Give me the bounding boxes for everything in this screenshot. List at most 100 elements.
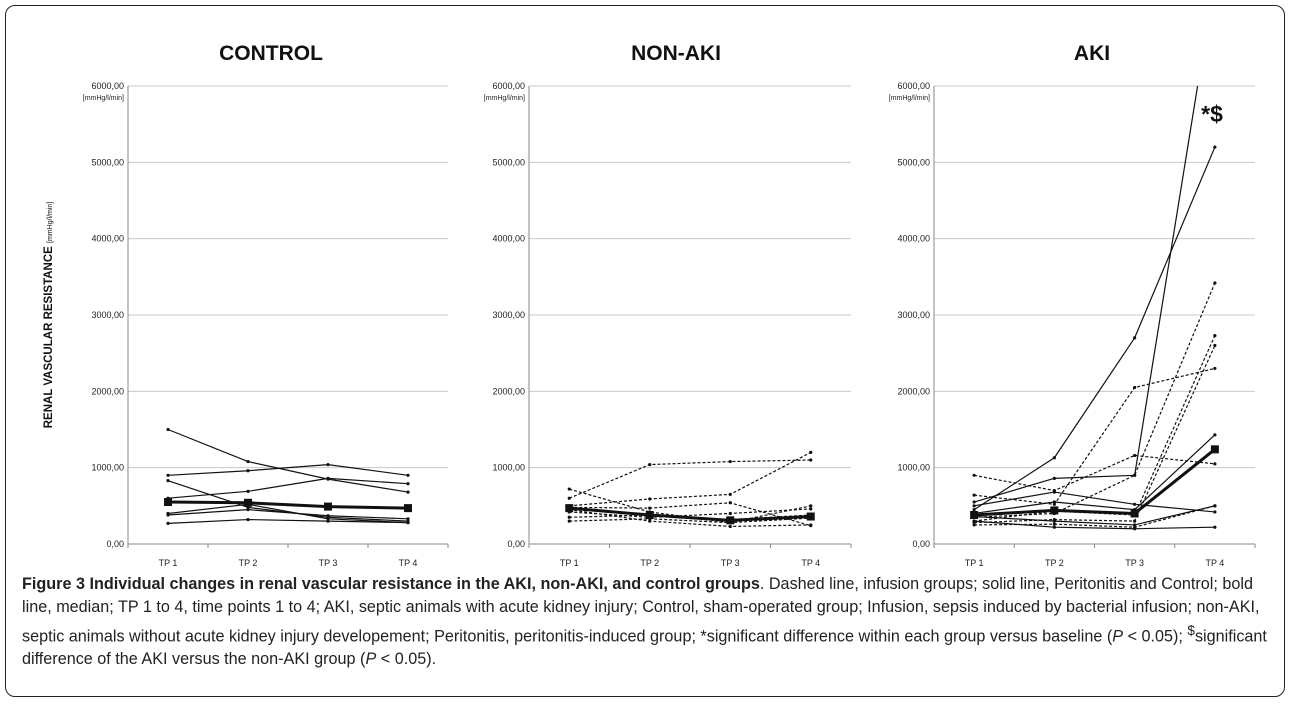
- series-line: [167, 518, 409, 524]
- chart-title: AKI: [1074, 42, 1110, 65]
- median-marker: [1050, 506, 1059, 515]
- chart-panel-3: AKI 0,00 1000,00 2000,00 3000,00 4000,00 5000,…: [889, 42, 1256, 568]
- x-tick-label: TP 3: [721, 558, 740, 568]
- series-point: [809, 523, 813, 527]
- series-point: [1213, 462, 1217, 466]
- x-tick-label: TP 1: [965, 558, 984, 568]
- series-line: [167, 509, 409, 520]
- figure-caption: Figure 3 Individual changes in renal vas…: [22, 573, 1272, 671]
- x-tick-label: TP 4: [1205, 558, 1224, 568]
- median-marker: [1210, 445, 1219, 454]
- median-marker: [244, 498, 252, 507]
- series-point: [1133, 525, 1137, 529]
- series-point: [166, 521, 170, 525]
- figure-frame: [5, 5, 1285, 697]
- series-line: [167, 464, 409, 476]
- series-line: [569, 502, 811, 527]
- series-point: [567, 496, 571, 500]
- y-tick-label: 1000,00: [91, 463, 124, 473]
- caption-text-3: significant difference of the AKI versus…: [22, 627, 1267, 669]
- series-point: [972, 493, 976, 497]
- series-point: [326, 519, 330, 523]
- series-group: [164, 427, 412, 525]
- caption-superscript: $: [1187, 623, 1195, 638]
- series-point: [972, 521, 976, 525]
- y-tick-label: 6000,00: [492, 81, 525, 91]
- y-axis-title: RENAL VASCULAR RESISTANCE [mmHg/l/min]: [43, 202, 55, 429]
- median-marker: [1130, 509, 1139, 518]
- series-line: [974, 491, 1215, 513]
- y-tick-label: 5000,00: [897, 157, 930, 167]
- series-point: [728, 511, 732, 516]
- series-point: [1133, 502, 1137, 506]
- median-marker: [970, 510, 979, 519]
- y-tick-label: 0,00: [106, 539, 124, 549]
- series-line: [973, 146, 1216, 511]
- y-tick-label: 6000,00: [91, 81, 124, 91]
- series-point: [1133, 385, 1137, 390]
- series-group: [970, 86, 1219, 531]
- series-line: [974, 434, 1216, 515]
- y-tick-label: 2000,00: [897, 386, 930, 396]
- series-point: [1213, 343, 1217, 348]
- median-marker: [726, 516, 735, 525]
- median-marker: [645, 510, 654, 519]
- series-point: [1052, 522, 1056, 526]
- series-point: [1133, 523, 1137, 527]
- series-point: [1133, 473, 1137, 477]
- median-marker: [806, 512, 815, 521]
- series-line: [569, 488, 811, 524]
- series-line: [974, 345, 1216, 524]
- y-tick-label: 5000,00: [91, 157, 124, 167]
- series-point: [1213, 510, 1217, 514]
- series-point: [1213, 366, 1217, 371]
- median-marker: [565, 504, 574, 513]
- series-point: [972, 504, 976, 508]
- series-point: [326, 517, 330, 521]
- series-point: [1213, 281, 1217, 285]
- median-series-line: [974, 448, 1216, 517]
- y-tick-label: 3000,00: [492, 310, 525, 320]
- series-point: [809, 450, 813, 454]
- series-point: [648, 463, 652, 467]
- series-point: [1052, 488, 1056, 493]
- series-point: [1052, 476, 1056, 480]
- caption-title: Figure 3 Individual changes in renal vas…: [22, 575, 760, 593]
- series-point: [406, 517, 410, 521]
- series-point: [728, 501, 732, 505]
- y-tick-label: 1000,00: [897, 463, 930, 473]
- series-line: [973, 86, 1199, 503]
- series-point: [166, 427, 170, 432]
- y-tick-label: 6000,00: [897, 81, 930, 91]
- median-marker: [324, 502, 332, 511]
- series-point: [246, 517, 250, 522]
- series-point: [1133, 336, 1137, 340]
- y-tick-label: 3000,00: [897, 310, 930, 320]
- series-point: [326, 476, 330, 480]
- series-point: [648, 497, 652, 501]
- series-point: [1213, 504, 1217, 508]
- median-series-line: [569, 506, 811, 522]
- series-line: [167, 428, 409, 493]
- series-point: [166, 473, 170, 477]
- chart-panel-2: NON-AKI 0,00 1000,00 2000,00 3000,00 4000,00 5…: [484, 42, 852, 568]
- series-point: [406, 482, 410, 486]
- y-tick-label: 5000,00: [492, 157, 525, 167]
- series-point: [1052, 456, 1056, 460]
- y-unit-label: [mmHg/l/min]: [83, 95, 124, 102]
- series-line: [974, 454, 1215, 492]
- y-tick-label: 3000,00: [91, 310, 124, 320]
- caption-p-symbol-2: P: [365, 650, 377, 669]
- y-tick-label: 4000,00: [492, 234, 525, 244]
- series-point: [567, 519, 571, 523]
- caption-text-1: . Dashed line, infusion groups; solid li…: [22, 575, 1260, 646]
- series-point: [809, 504, 813, 508]
- series-line: [974, 505, 1216, 528]
- y-unit-label: [mmHg/l/min]: [889, 95, 930, 102]
- series-point: [809, 458, 813, 462]
- y-tick-label: 4000,00: [897, 234, 930, 244]
- series-point: [1052, 517, 1056, 522]
- series-point: [246, 459, 250, 464]
- series-point: [166, 479, 170, 483]
- caption-text-4: < 0.05).: [376, 650, 437, 669]
